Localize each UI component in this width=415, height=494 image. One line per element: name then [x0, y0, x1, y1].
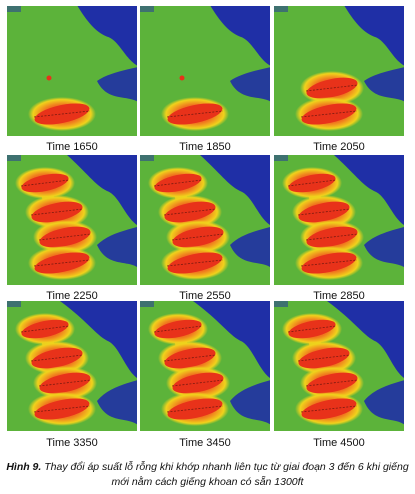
fracture-line: [163, 208, 217, 216]
fracture-stage-1: [21, 173, 69, 193]
low-pressure-region: [77, 6, 137, 66]
figure-caption: Hình 9. Thay đổi áp suất lỗ rỗng khi khớ…: [6, 460, 409, 490]
fracture-stage-1: [288, 173, 336, 193]
caption-prefix: Hình 9.: [6, 461, 42, 473]
fracture-line: [153, 325, 203, 333]
pressure-point: [179, 75, 185, 81]
pressure-panel-9: [274, 301, 404, 431]
pressure-point: [46, 75, 52, 81]
low-pressure-region: [344, 6, 404, 66]
fracture-line: [20, 325, 70, 333]
fracture-line: [38, 379, 92, 387]
fracture-line: [30, 208, 84, 216]
pressure-panel-7: [7, 301, 137, 431]
fracture-line: [171, 233, 225, 241]
fracture-line: [33, 405, 91, 413]
fracture-line: [300, 259, 358, 267]
fracture-line: [171, 379, 225, 387]
fracture-line: [305, 233, 359, 241]
pressure-map-4: [7, 155, 137, 285]
fracture-line: [287, 179, 337, 187]
low-pressure-region: [210, 6, 270, 66]
low-pressure-region: [193, 301, 270, 378]
pressure-map-7: [7, 301, 137, 431]
fracture-line: [305, 84, 359, 92]
fracture-line: [300, 405, 358, 413]
low-pressure-region: [334, 155, 404, 225]
fracture-line: [20, 179, 70, 187]
fracture-line: [166, 259, 224, 267]
fracture-stage-1: [21, 319, 69, 339]
fracture-stage-1: [154, 173, 202, 193]
caption-text: Thay đổi áp suất lỗ rỗng khi khớp nhanh …: [44, 461, 409, 488]
panel-time-label: Time 2850: [313, 290, 365, 302]
fracture-line: [297, 354, 351, 362]
pressure-panel-3: [274, 6, 404, 136]
pressure-panel-4: [7, 155, 137, 285]
fracture-line: [153, 179, 203, 187]
fracture-line: [38, 233, 92, 241]
pressure-panel-8: [140, 301, 270, 431]
low-pressure-region: [327, 301, 404, 378]
panel-time-label: Time 4500: [313, 437, 365, 449]
pressure-map-8: [140, 301, 270, 431]
fracture-stage-1: [288, 319, 336, 339]
pressure-panel-1: [7, 6, 137, 136]
panel-time-label: Time 1850: [179, 141, 231, 153]
fracture-line: [166, 110, 224, 118]
fracture-line: [30, 354, 84, 362]
fracture-line: [33, 259, 91, 267]
pressure-map-2: [140, 6, 270, 136]
fracture-line: [163, 354, 217, 362]
low-pressure-region: [60, 301, 137, 378]
pressure-map-1: [7, 6, 137, 136]
pressure-panel-2: [140, 6, 270, 136]
panel-time-label: Time 3350: [46, 437, 98, 449]
pressure-map-6: [274, 155, 404, 285]
panel-time-label: Time 3450: [179, 437, 231, 449]
fracture-line: [33, 110, 91, 118]
pressure-panel-6: [274, 155, 404, 285]
pressure-map-9: [274, 301, 404, 431]
pressure-panel-5: [140, 155, 270, 285]
panel-time-label: Time 2550: [179, 290, 231, 302]
panel-time-label: Time 2250: [46, 290, 98, 302]
panel-time-label: Time 2050: [313, 141, 365, 153]
low-pressure-region: [67, 155, 137, 225]
fracture-line: [297, 208, 351, 216]
fracture-line: [287, 325, 337, 333]
fracture-line: [166, 405, 224, 413]
pressure-map-3: [274, 6, 404, 136]
low-pressure-region: [200, 155, 270, 225]
fracture-stage-1: [154, 319, 202, 339]
panel-time-label: Time 1650: [46, 141, 98, 153]
fracture-line: [305, 379, 359, 387]
pressure-map-5: [140, 155, 270, 285]
fracture-line: [300, 110, 358, 118]
